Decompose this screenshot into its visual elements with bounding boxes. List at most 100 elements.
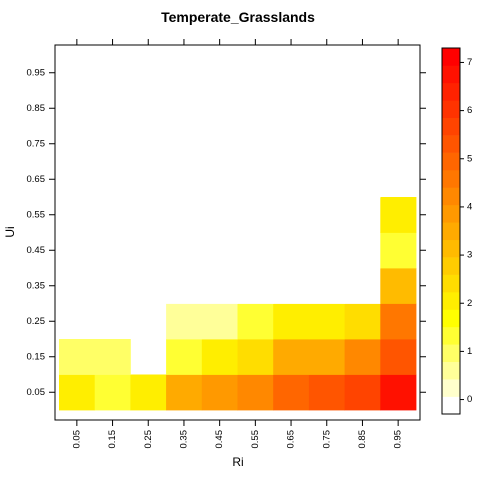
heatmap-cell [344, 268, 381, 304]
y-tick-label: 0.95 [27, 67, 46, 78]
heatmap-cell [273, 268, 310, 304]
colorbar-frame [441, 47, 461, 415]
x-tick-label: 0.95 [393, 430, 404, 449]
axes: 0.05 0.15 0.25 0.35 0.45 0.55 0.65 0.75 0.85 0.95… [27, 39, 426, 449]
x-tick-label: 0.75 [321, 430, 332, 449]
colorbar-tick-label: 1 [467, 346, 472, 357]
heatmap-cells [59, 90, 417, 411]
heatmap-cell [344, 161, 381, 198]
heatmap-cell [380, 232, 417, 269]
x-tick-label: 0.15 [107, 430, 118, 449]
colorbar-segment [442, 274, 460, 293]
heatmap-cell [166, 339, 203, 375]
x-tick-label: 0.65 [286, 430, 297, 449]
heatmap-cell [166, 303, 203, 340]
colorbar-segment [442, 117, 460, 136]
y-tick-label: 0.65 [27, 174, 46, 185]
y-tick-label: 0.35 [27, 280, 46, 291]
heatmap-cell [237, 197, 274, 233]
heatmap-cell [380, 374, 417, 411]
heatmap-cell [94, 339, 131, 375]
heatmap-cell [308, 161, 345, 198]
colorbar-segment [442, 100, 460, 119]
y-tick-label: 0.55 [27, 209, 46, 220]
heatmap-cell [273, 339, 310, 375]
heatmap-cell [344, 339, 381, 375]
y-axis-label: Ui [3, 226, 17, 237]
x-tick-label: 0.35 [178, 430, 189, 449]
colorbar-tick-label: 2 [467, 298, 472, 309]
heatmap-cell [308, 339, 345, 375]
heatmap-cell [308, 268, 345, 304]
heatmap-cell [380, 339, 417, 375]
y-tick-label: 0.15 [27, 351, 46, 362]
colorbar-segment [442, 152, 460, 171]
colorbar-segment [442, 222, 460, 241]
heatmap-cell [273, 303, 310, 340]
heatmap-cell [237, 339, 274, 375]
heatmap-cell [201, 374, 238, 411]
x-tick-label: 0.55 [250, 430, 261, 449]
heatmap-cell [344, 374, 381, 411]
colorbar-tick-label: 3 [467, 250, 472, 261]
heatmap-cell [94, 374, 131, 411]
y-tick-label: 0.25 [27, 316, 46, 327]
colorbar-segment [442, 257, 460, 275]
colorbar-segment [442, 396, 460, 415]
heatmap-cell [166, 268, 203, 304]
y-tick-label: 0.45 [27, 245, 46, 256]
colorbar-segment [442, 204, 460, 223]
heatmap-cell [59, 374, 96, 411]
colorbar-segment [442, 48, 460, 66]
heatmap-cell [201, 339, 238, 375]
heatmap-cell [201, 268, 238, 304]
heatmap-cell [166, 374, 203, 411]
colorbar-tick-label: 7 [467, 57, 472, 68]
colorbar-segment [442, 82, 460, 101]
x-tick-label: 0.45 [214, 430, 225, 449]
heatmap-cell [380, 303, 417, 340]
heatmap-cell [237, 303, 274, 340]
heatmap-cell [201, 303, 238, 340]
x-axis-label: Ri [232, 455, 243, 469]
heatmap-cell [380, 268, 417, 304]
heatmap-cell [380, 197, 417, 233]
heatmap-cell [237, 268, 274, 304]
heatmap-cell [130, 374, 167, 411]
heatmap-cell [344, 232, 381, 269]
colorbar-segment [442, 292, 460, 310]
colorbar-tick-label: 6 [467, 105, 472, 116]
x-tick-label: 0.85 [357, 430, 368, 449]
colorbar-segment [442, 65, 460, 84]
colorbar-segment [442, 344, 460, 363]
colorbar-tick-label: 0 [467, 394, 472, 405]
colorbar-segment [442, 361, 460, 380]
x-tick-label: 0.05 [71, 430, 82, 449]
colorbar-segment [442, 379, 460, 397]
heatmap-cell [308, 374, 345, 411]
colorbar: 0 1 2 3 4 5 6 7 [441, 47, 472, 415]
colorbar-segment [442, 309, 460, 328]
heatmap-cell [308, 303, 345, 340]
colorbar-tick-label: 5 [467, 153, 472, 164]
heatmap-cell [59, 339, 96, 375]
colorbar-segment [442, 239, 460, 258]
colorbar-segment [442, 326, 460, 345]
colorbar-segment [442, 135, 460, 153]
y-tick-label: 0.75 [27, 138, 46, 149]
colorbar-tick-label: 4 [467, 201, 472, 212]
y-tick-label: 0.85 [27, 103, 46, 114]
heatmap-cell [344, 303, 381, 340]
heatmap-cell [273, 232, 310, 269]
chart-title: Temperate_Grasslands [161, 9, 315, 25]
heatmap-cell [380, 90, 417, 127]
colorbar-segment [442, 187, 460, 206]
heatmap-cell [308, 232, 345, 269]
colorbar-segment [442, 170, 460, 188]
x-tick-label: 0.25 [143, 430, 154, 449]
panel-frame [54, 44, 421, 421]
heatmap-cell [380, 126, 417, 162]
heatmap-cell [273, 374, 310, 411]
heatmap-cell [237, 374, 274, 411]
